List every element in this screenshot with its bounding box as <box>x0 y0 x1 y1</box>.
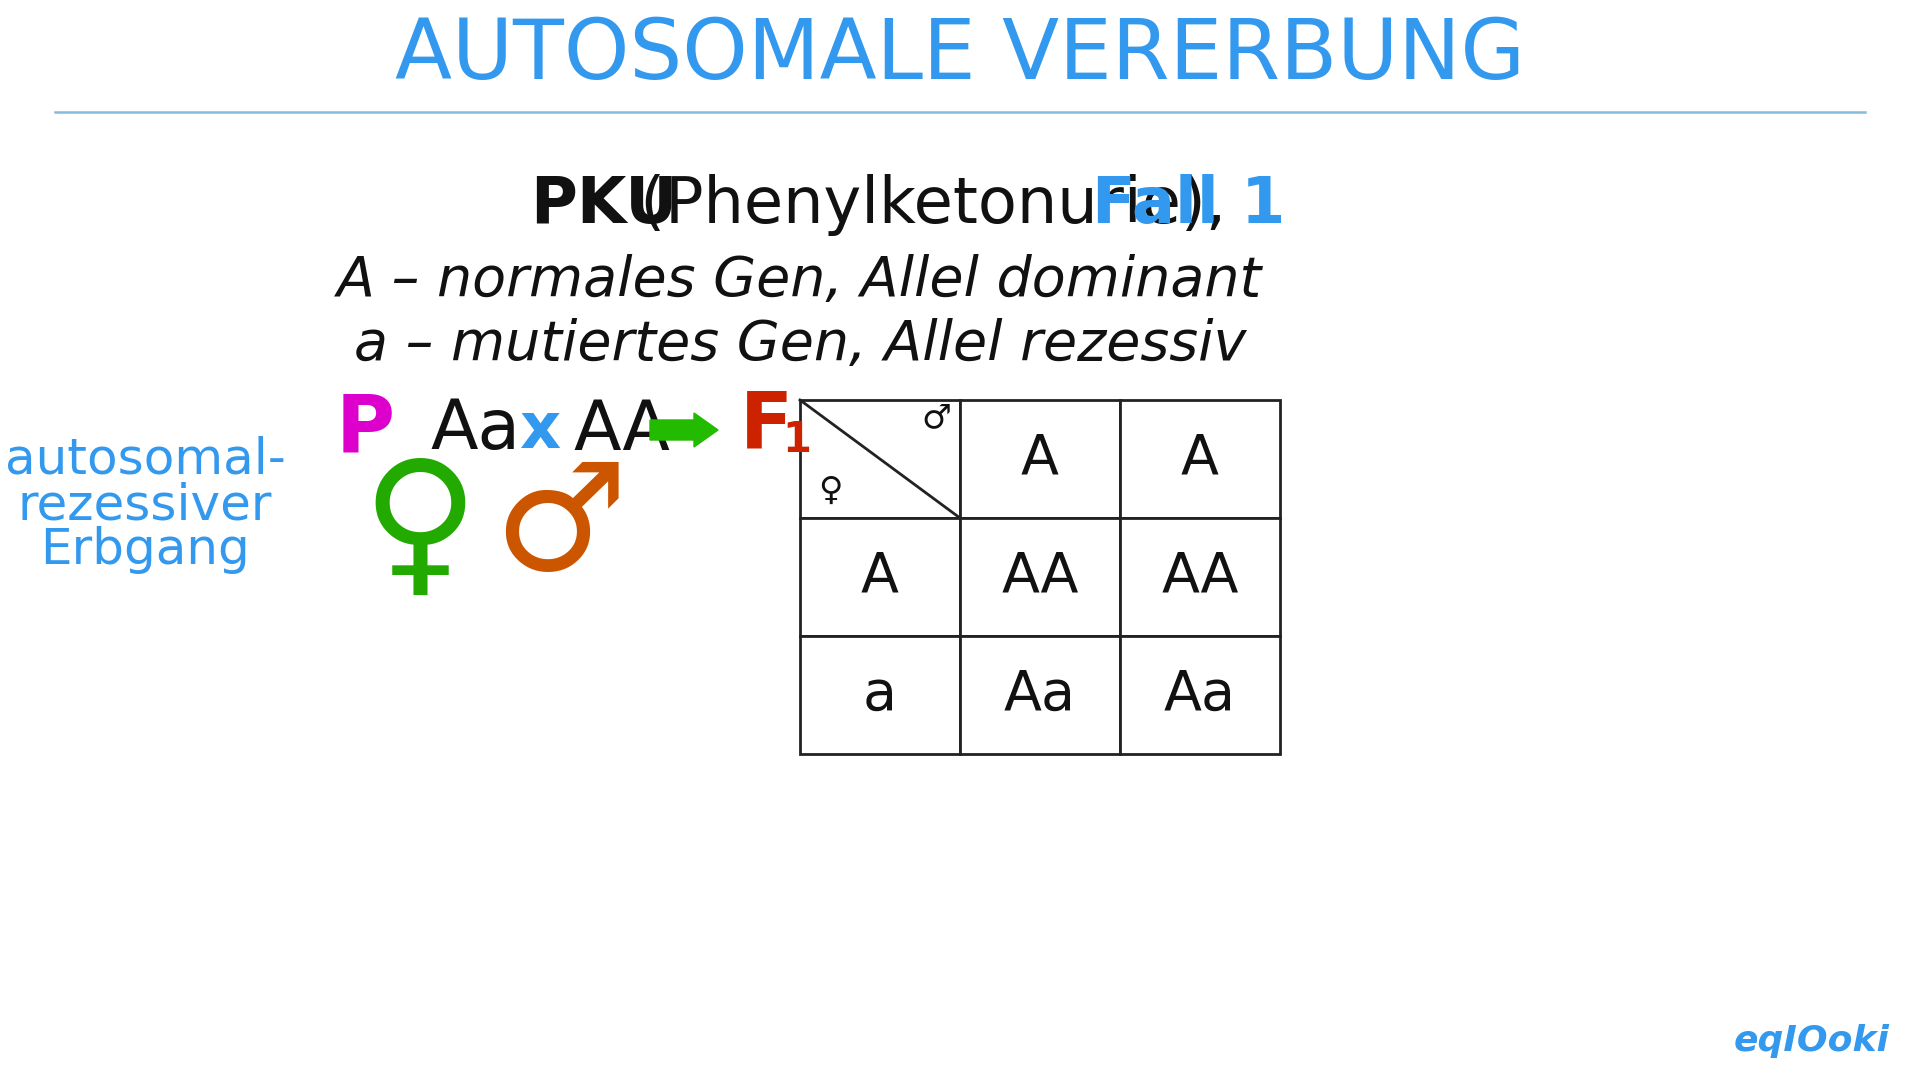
Text: Erbgang: Erbgang <box>40 526 250 573</box>
Bar <box>960 400 1119 518</box>
Text: Fall 1: Fall 1 <box>1092 174 1284 237</box>
Bar <box>801 400 960 518</box>
Text: a – mutiertes Gen, Allel rezessiv: a – mutiertes Gen, Allel rezessiv <box>353 319 1246 372</box>
Text: rezessiver: rezessiver <box>17 481 273 529</box>
Text: Aa: Aa <box>1004 669 1075 723</box>
Text: (Phenylketonurie),: (Phenylketonurie), <box>620 174 1246 237</box>
Text: eqIOoki: eqIOoki <box>1734 1024 1889 1058</box>
Text: x: x <box>520 399 561 461</box>
Text: 1: 1 <box>781 419 810 461</box>
Text: ♀: ♀ <box>818 473 843 507</box>
Text: A: A <box>1021 432 1060 486</box>
Text: AA: AA <box>1000 550 1079 604</box>
Bar <box>960 518 1119 636</box>
Text: P: P <box>336 391 394 469</box>
Text: Aa: Aa <box>430 396 520 463</box>
Text: A – normales Gen, Allel dominant: A – normales Gen, Allel dominant <box>338 254 1263 307</box>
Text: A: A <box>1181 432 1219 486</box>
Text: autosomal-: autosomal- <box>4 436 286 484</box>
Bar <box>801 518 960 636</box>
Bar <box>1119 400 1281 518</box>
Text: F: F <box>739 388 793 464</box>
Text: AA: AA <box>1162 550 1238 604</box>
Bar <box>960 636 1119 754</box>
Text: AUTOSOMALE VERERBUNG: AUTOSOMALE VERERBUNG <box>396 14 1524 95</box>
Text: PKU: PKU <box>530 174 678 237</box>
Text: ♂: ♂ <box>922 402 950 434</box>
Text: A: A <box>860 550 899 604</box>
Bar <box>801 636 960 754</box>
Text: Aa: Aa <box>1164 669 1236 723</box>
Text: ♀: ♀ <box>361 453 478 607</box>
FancyArrow shape <box>651 413 718 447</box>
Bar <box>1119 518 1281 636</box>
Text: ♂: ♂ <box>493 456 628 600</box>
Text: AA: AA <box>572 396 670 463</box>
Text: a: a <box>862 669 897 723</box>
Bar <box>1119 636 1281 754</box>
